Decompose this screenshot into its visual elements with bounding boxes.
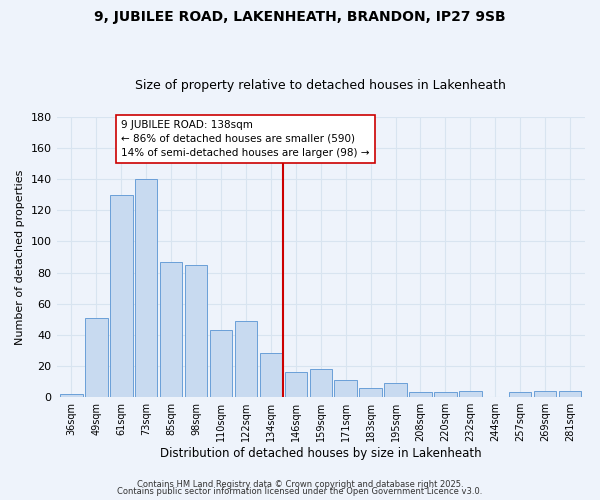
Bar bbox=[135, 179, 157, 397]
Text: 9, JUBILEE ROAD, LAKENHEATH, BRANDON, IP27 9SB: 9, JUBILEE ROAD, LAKENHEATH, BRANDON, IP… bbox=[94, 10, 506, 24]
Bar bbox=[60, 394, 83, 397]
Bar bbox=[260, 354, 282, 397]
Bar bbox=[359, 388, 382, 397]
Text: Contains HM Land Registry data © Crown copyright and database right 2025.: Contains HM Land Registry data © Crown c… bbox=[137, 480, 463, 489]
Text: 9 JUBILEE ROAD: 138sqm
← 86% of detached houses are smaller (590)
14% of semi-de: 9 JUBILEE ROAD: 138sqm ← 86% of detached… bbox=[121, 120, 370, 158]
Title: Size of property relative to detached houses in Lakenheath: Size of property relative to detached ho… bbox=[136, 79, 506, 92]
Y-axis label: Number of detached properties: Number of detached properties bbox=[15, 169, 25, 344]
Bar bbox=[284, 372, 307, 397]
Text: Contains public sector information licensed under the Open Government Licence v3: Contains public sector information licen… bbox=[118, 487, 482, 496]
Bar bbox=[160, 262, 182, 397]
Bar bbox=[509, 392, 532, 397]
Bar bbox=[459, 391, 482, 397]
Bar bbox=[235, 321, 257, 397]
Bar bbox=[559, 391, 581, 397]
Bar bbox=[310, 369, 332, 397]
Bar bbox=[185, 264, 208, 397]
X-axis label: Distribution of detached houses by size in Lakenheath: Distribution of detached houses by size … bbox=[160, 447, 482, 460]
Bar bbox=[534, 391, 556, 397]
Bar bbox=[110, 194, 133, 397]
Bar bbox=[385, 383, 407, 397]
Bar bbox=[409, 392, 431, 397]
Bar bbox=[85, 318, 107, 397]
Bar bbox=[434, 392, 457, 397]
Bar bbox=[210, 330, 232, 397]
Bar bbox=[334, 380, 357, 397]
